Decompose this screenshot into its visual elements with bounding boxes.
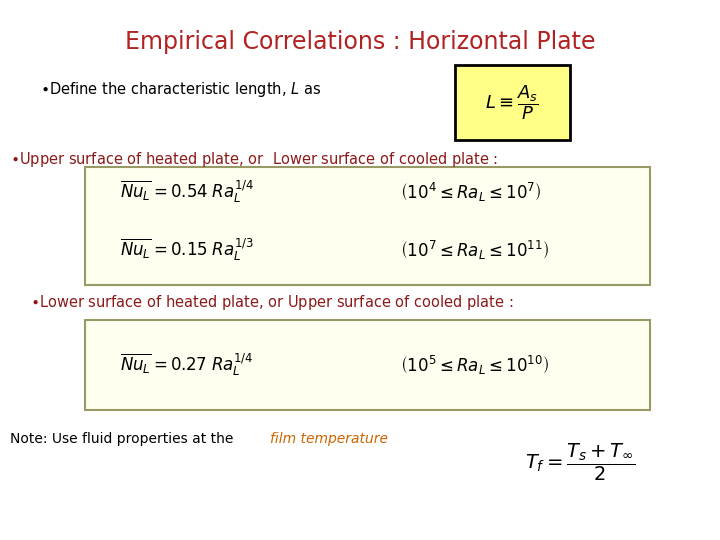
Text: $T_f = \dfrac{T_s + T_\infty}{2}$: $T_f = \dfrac{T_s + T_\infty}{2}$	[525, 441, 635, 483]
Text: $\overline{Nu_L} = 0.54\; Ra_L^{1/4}$: $\overline{Nu_L} = 0.54\; Ra_L^{1/4}$	[120, 179, 254, 205]
Text: $\bullet$Define the characteristic length, $L$ as: $\bullet$Define the characteristic lengt…	[40, 80, 321, 99]
Text: $L \equiv \dfrac{A_s}{P}$: $L \equiv \dfrac{A_s}{P}$	[485, 84, 539, 123]
Bar	[455, 65, 570, 140]
Text: $\left(10^5 \leq Ra_L \leq 10^{10}\right)$: $\left(10^5 \leq Ra_L \leq 10^{10}\right…	[400, 354, 549, 376]
Text: $\left(10^7 \leq Ra_L \leq 10^{11}\right)$: $\left(10^7 \leq Ra_L \leq 10^{11}\right…	[400, 239, 549, 261]
Text: Empirical Correlations : Horizontal Plate: Empirical Correlations : Horizontal Plat…	[125, 30, 595, 54]
Text: $\bullet$Upper surface of heated plate, or  Lower surface of cooled plate :: $\bullet$Upper surface of heated plate, …	[10, 150, 498, 169]
Text: $\bullet$Lower surface of heated plate, or Upper surface of cooled plate :: $\bullet$Lower surface of heated plate, …	[30, 293, 513, 312]
Bar	[85, 167, 650, 285]
Text: film temperature: film temperature	[270, 432, 388, 446]
Bar	[85, 320, 650, 410]
Text: Note: Use fluid properties at the: Note: Use fluid properties at the	[10, 432, 238, 446]
Text: $\overline{Nu_L} = 0.15\; Ra_L^{1/3}$: $\overline{Nu_L} = 0.15\; Ra_L^{1/3}$	[120, 237, 254, 263]
Text: $\overline{Nu_L} = 0.27\; Ra_L^{1/4}$: $\overline{Nu_L} = 0.27\; Ra_L^{1/4}$	[120, 352, 253, 378]
Text: $\left(10^4 \leq Ra_L \leq 10^7\right)$: $\left(10^4 \leq Ra_L \leq 10^7\right)$	[400, 180, 541, 204]
